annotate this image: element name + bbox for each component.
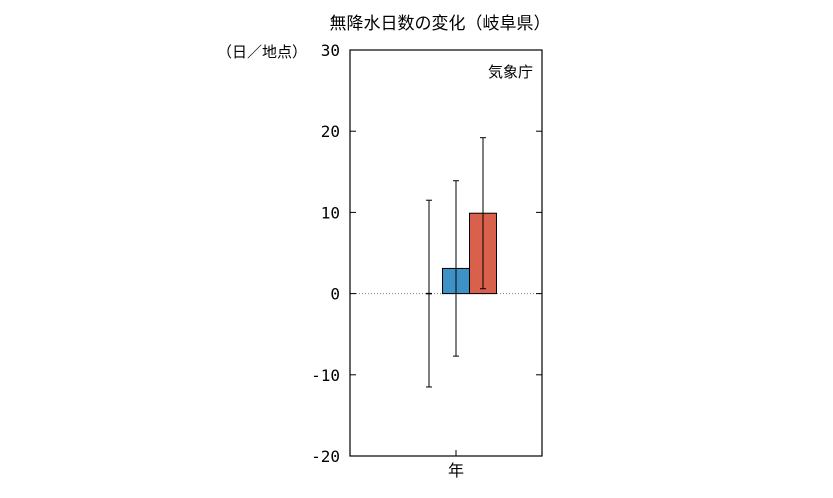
y-tick-label: -10 <box>311 366 340 385</box>
y-tick-label: 30 <box>321 41 340 60</box>
x-tick-label: 年 <box>448 461 464 480</box>
plot-frame <box>349 49 543 457</box>
chart-title: 無降水日数の変化（岐阜県） <box>330 14 551 34</box>
y-tick-label: 10 <box>321 203 340 222</box>
y-tick-label: -20 <box>311 447 340 466</box>
y-tick-label: 0 <box>330 285 340 304</box>
y-tick-label: 20 <box>321 122 340 141</box>
source-label: 気象庁 <box>488 63 533 81</box>
plot-layer: -20 -10 0 10 20 30 年 <box>311 41 543 480</box>
y-axis-label: （日／地点） <box>217 43 307 61</box>
